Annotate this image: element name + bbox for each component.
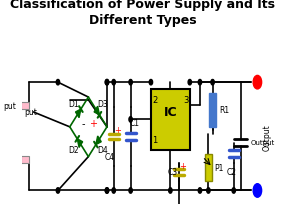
Text: -: - bbox=[82, 118, 85, 128]
Circle shape bbox=[149, 80, 152, 85]
Circle shape bbox=[105, 188, 109, 193]
Text: C3: C3 bbox=[168, 167, 178, 176]
Circle shape bbox=[253, 76, 262, 90]
Circle shape bbox=[56, 188, 60, 193]
Bar bbox=[205, 154, 212, 181]
Text: R1: R1 bbox=[219, 106, 229, 115]
Text: +: + bbox=[89, 118, 97, 128]
Circle shape bbox=[198, 80, 201, 85]
Bar bbox=[21, 102, 29, 109]
Circle shape bbox=[112, 80, 115, 85]
Text: put: put bbox=[24, 108, 37, 117]
Circle shape bbox=[129, 188, 132, 193]
Polygon shape bbox=[76, 110, 81, 118]
Text: D1: D1 bbox=[69, 100, 79, 109]
Circle shape bbox=[207, 188, 210, 193]
Circle shape bbox=[169, 188, 172, 193]
Circle shape bbox=[188, 80, 192, 85]
Text: +: + bbox=[114, 125, 121, 134]
Text: +: + bbox=[179, 161, 186, 170]
Circle shape bbox=[105, 80, 109, 85]
Bar bbox=[151, 90, 190, 150]
Polygon shape bbox=[77, 139, 83, 148]
Text: 2: 2 bbox=[152, 96, 158, 105]
Polygon shape bbox=[94, 107, 99, 115]
Text: Different Types: Different Types bbox=[89, 14, 196, 27]
Circle shape bbox=[105, 188, 109, 193]
Circle shape bbox=[211, 80, 214, 85]
Text: C4: C4 bbox=[104, 152, 115, 161]
Text: put: put bbox=[4, 101, 17, 110]
Text: D4: D4 bbox=[97, 146, 108, 155]
Circle shape bbox=[253, 184, 262, 197]
Text: Classification of Power Supply and Its: Classification of Power Supply and Its bbox=[10, 0, 275, 11]
Text: 1: 1 bbox=[152, 135, 158, 144]
Bar bbox=[21, 156, 29, 163]
Circle shape bbox=[198, 188, 201, 193]
Polygon shape bbox=[96, 136, 101, 145]
Text: C1: C1 bbox=[130, 119, 140, 128]
Circle shape bbox=[56, 80, 60, 85]
Bar bbox=[209, 94, 216, 127]
Text: IC: IC bbox=[164, 105, 177, 118]
Circle shape bbox=[112, 188, 115, 193]
Circle shape bbox=[129, 117, 132, 122]
Circle shape bbox=[232, 188, 235, 193]
Text: P1: P1 bbox=[214, 163, 224, 172]
Text: Output: Output bbox=[251, 139, 275, 145]
Text: C2: C2 bbox=[226, 167, 236, 176]
Text: Output: Output bbox=[262, 123, 272, 150]
Circle shape bbox=[105, 80, 109, 85]
Text: D3: D3 bbox=[97, 100, 108, 109]
Circle shape bbox=[129, 80, 132, 85]
Text: D2: D2 bbox=[69, 146, 79, 155]
Text: 3: 3 bbox=[183, 96, 188, 105]
